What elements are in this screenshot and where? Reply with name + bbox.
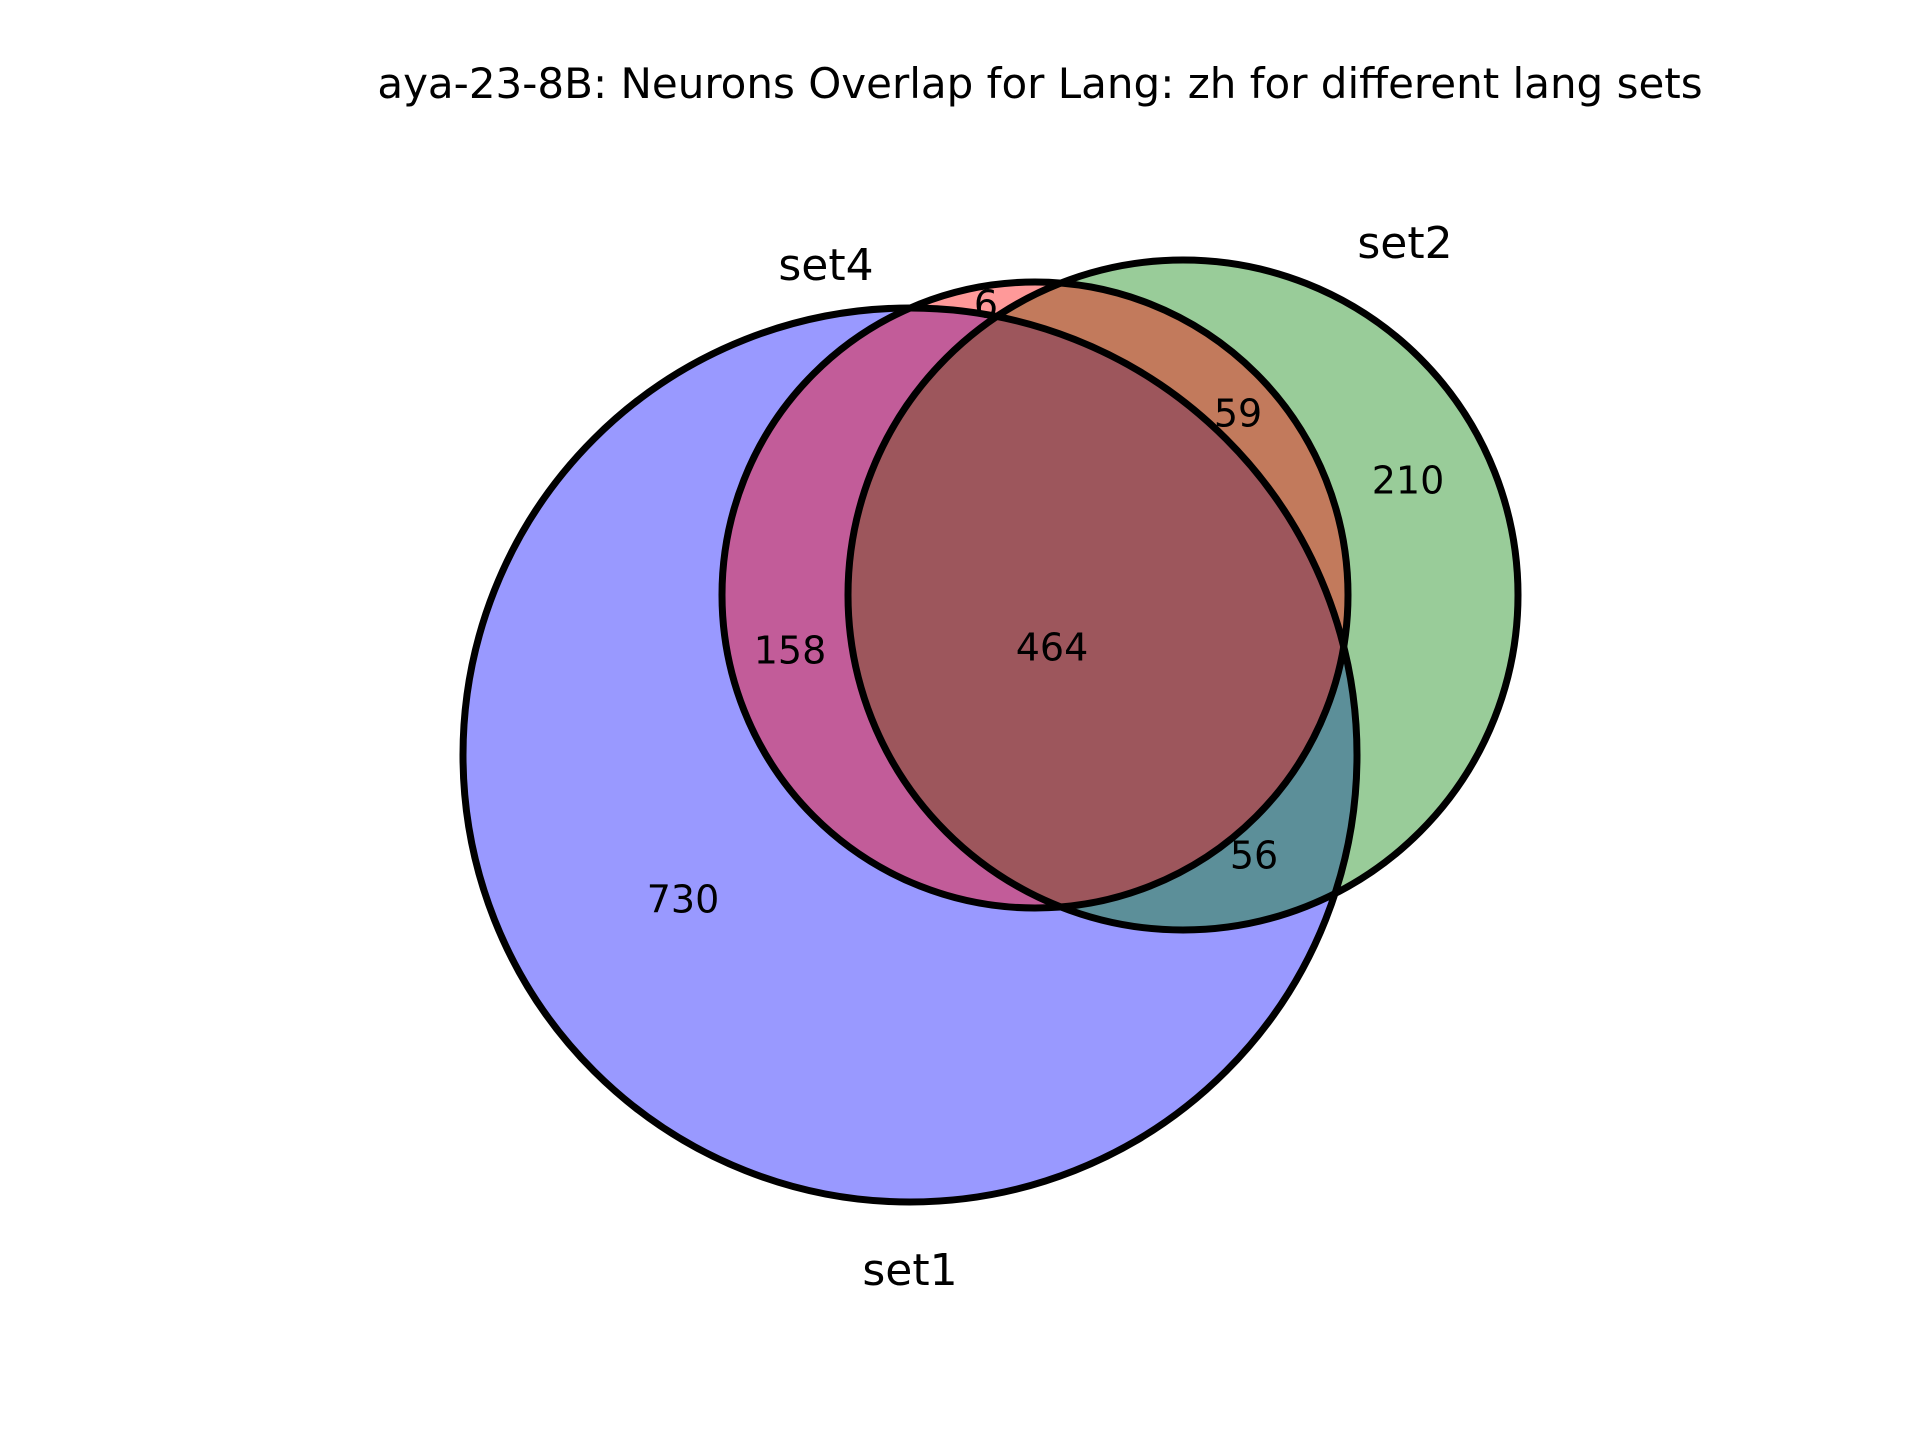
region-label-set1: 730 xyxy=(647,878,720,922)
circle-set2 xyxy=(848,260,1518,930)
region-label-set1-set2-set4: 464 xyxy=(1016,626,1089,670)
set-label-set1: set1 xyxy=(862,1245,957,1296)
region-label-set1-set4: 158 xyxy=(754,629,827,673)
set-labels: set1 set2 set4 xyxy=(778,218,1452,1296)
circle-outline-set4 xyxy=(718,278,1352,912)
set-label-set2: set2 xyxy=(1357,218,1452,269)
circle-outlines xyxy=(459,256,1522,1206)
region-label-set2: 210 xyxy=(1372,459,1445,503)
region-label-set1-set2: 56 xyxy=(1230,834,1278,878)
region-label-set2-set4: 59 xyxy=(1214,392,1262,436)
circle-set1 xyxy=(463,308,1357,1202)
chart-title: aya-23-8B: Neurons Overlap for Lang: zh … xyxy=(377,59,1702,108)
circle-outline-set2 xyxy=(844,256,1522,934)
region-label-set4: 6 xyxy=(974,283,998,327)
circle-fills xyxy=(463,260,1518,1202)
circle-set4 xyxy=(722,282,1348,908)
region-labels: 730 210 6 158 59 56 464 xyxy=(647,283,1445,922)
set-label-set4: set4 xyxy=(778,240,873,291)
